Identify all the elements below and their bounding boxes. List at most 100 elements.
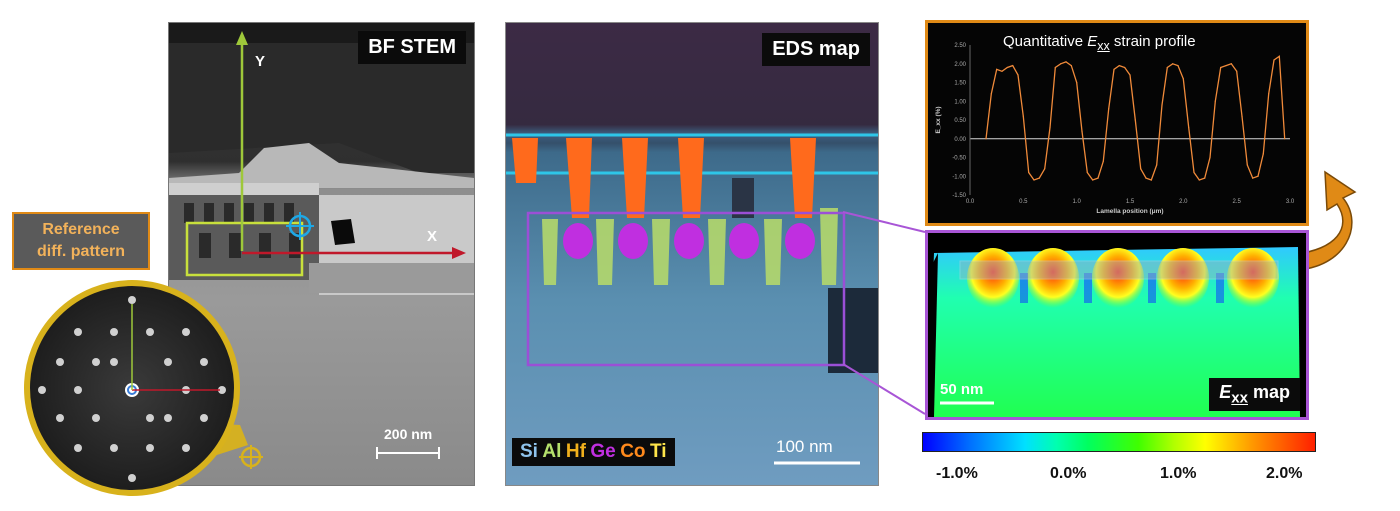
bf-stem-title: BF STEM [358, 31, 466, 64]
title-symbol: E [1087, 33, 1098, 50]
diffraction-pattern-image [24, 280, 240, 496]
colorbar-tick-neg1: -1.0% [936, 465, 978, 482]
colorbar-tick-2: 2.0% [1266, 465, 1303, 482]
strain-data-point [1113, 68, 1115, 70]
strain-data-point [1065, 61, 1067, 63]
strain-data-point [1129, 74, 1131, 76]
colorbar [922, 432, 1316, 452]
strain-data-point [1012, 65, 1014, 67]
strain-profile-plot: 2.502.001.501.000.500.00-0.50-1.00-1.500… [935, 43, 1295, 215]
strain-data-point [1086, 171, 1088, 174]
y-tick-label: 1.50 [954, 81, 966, 87]
strain-data-point [1236, 70, 1238, 72]
strain-data-point [1182, 78, 1184, 80]
exx-label-symbol: E [1219, 382, 1232, 403]
y-tick-label: 2.00 [954, 62, 966, 68]
legend-al: Al [542, 441, 562, 462]
strain-data-point [1198, 179, 1200, 181]
eds-map-image: EDS map 100 nm Si Al Hf Ge Co Ti [505, 22, 879, 486]
x-tick-label: 1.0 [1072, 199, 1081, 205]
x-axis-label: X [427, 228, 438, 245]
strain-data-point [1161, 104, 1163, 106]
legend-ti: Ti [649, 441, 667, 462]
legend-si: Si [520, 441, 538, 462]
exx-scale-bar-label: 50 nm [940, 381, 984, 398]
strain-data-point [990, 93, 992, 95]
strain-data-point [1017, 74, 1019, 76]
strain-data-point [1257, 175, 1259, 177]
bf-stem-image: BF STEM Y X 200 nm [168, 22, 475, 486]
diffraction-spots [38, 296, 226, 482]
strain-data-point [1284, 138, 1286, 140]
strain-data-point [1001, 70, 1003, 72]
strain-data-point [1022, 115, 1024, 117]
eds-element-legend: Si Al Hf Ge Co Ti [512, 438, 675, 466]
strain-profile-title: Quantitative Exx strain profile [1003, 33, 1196, 53]
legend-co: Co [620, 441, 646, 462]
x-tick-label: 0.0 [966, 199, 975, 205]
title-subscript: xx [1097, 39, 1110, 53]
strain-data-point [1108, 108, 1110, 110]
y-axis-title: E_xx (%) [935, 106, 942, 133]
x-tick-label: 0.5 [1019, 199, 1028, 205]
y-tick-label: -1.50 [952, 193, 966, 199]
bf-scale-bar-label: 200 nm [384, 426, 433, 442]
reference-label-line2: diff. pattern [37, 243, 125, 260]
exx-map-field [928, 247, 1300, 417]
colorbar-tick-0: 0.0% [1050, 465, 1087, 482]
strain-profile-chart: Quantitative Exx strain profile 2.50 2.00… [925, 20, 1309, 226]
y-tick-label: 1.00 [954, 99, 966, 105]
strain-data-point [1214, 100, 1216, 102]
strain-data-point [1060, 63, 1062, 65]
strain-data-point [1145, 177, 1147, 179]
strain-data-point [1150, 179, 1152, 181]
eds-structure [506, 133, 878, 465]
strain-data-point [1225, 65, 1227, 67]
exx-label-subscript: xx [1231, 390, 1248, 407]
strain-data-point [1033, 179, 1035, 181]
y-tick-label: 0.50 [954, 118, 966, 124]
y-tick-label: -1.00 [952, 174, 966, 180]
colorbar-tick-1: 1.0% [1160, 465, 1197, 482]
reference-pattern-label: Reference diff. pattern [12, 212, 150, 270]
strain-data-point [1118, 65, 1120, 67]
strain-data-point [1156, 164, 1158, 166]
y-tick-label: -0.50 [952, 156, 966, 162]
reference-label-line1: Reference [42, 221, 120, 238]
strain-data-point [1246, 164, 1248, 166]
y-axis-label: Y [255, 53, 266, 70]
strain-data-point [1038, 177, 1040, 179]
strain-data-point [1006, 66, 1008, 69]
strain-data-point [1070, 65, 1072, 67]
strain-data-point [1134, 119, 1136, 121]
strain-data-point [1209, 156, 1211, 159]
strain-data-point [1278, 55, 1280, 57]
strain-data-point [1268, 93, 1270, 95]
x-tick-label: 2.5 [1232, 199, 1241, 205]
strain-data-point [1097, 177, 1099, 179]
y-tick-label: 0.00 [954, 137, 966, 143]
exx-map-label: Exx map [1209, 378, 1300, 411]
strain-data-point [1204, 177, 1206, 179]
strain-data-point [1092, 179, 1094, 181]
strain-data-point [1028, 171, 1030, 174]
strain-data-point [996, 68, 998, 70]
strain-data-point [1124, 66, 1126, 69]
legend-ge: Ge [590, 441, 616, 462]
x-tick-label: 2.0 [1179, 199, 1188, 205]
strain-data-point [1054, 66, 1056, 69]
strain-data-point [1262, 153, 1264, 155]
x-axis-title: Lamella position (μm) [1096, 208, 1163, 215]
exx-map-image: 50 nm Exx map [925, 230, 1309, 420]
strain-data-point [1230, 63, 1232, 65]
eds-scale-bar-label: 100 nm [776, 437, 833, 456]
strain-data-point [1241, 115, 1243, 117]
strain-data-point [1102, 160, 1104, 162]
strain-data-point [985, 138, 987, 140]
strain-data-point [1172, 63, 1174, 65]
strain-data-point [1140, 168, 1142, 170]
curved-arrow-icon [1294, 170, 1357, 271]
strain-series-line [985, 55, 1286, 181]
strain-data-point [1166, 66, 1168, 69]
